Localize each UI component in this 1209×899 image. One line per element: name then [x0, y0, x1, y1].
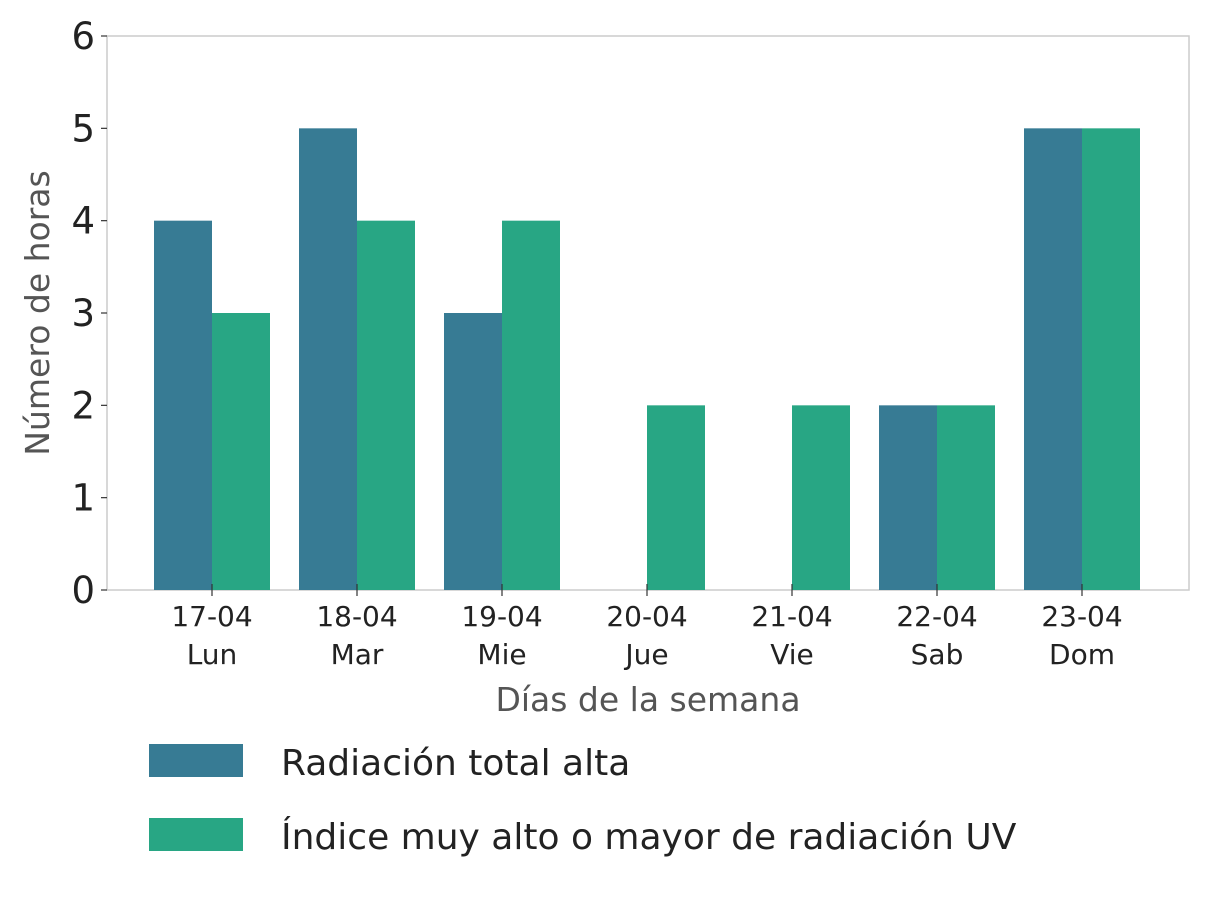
legend-label-2: Índice muy alto o mayor de radiación UV	[281, 816, 1017, 858]
y-tick-label: 0	[71, 569, 95, 612]
y-tick-label: 2	[71, 384, 95, 427]
y-tick-label: 1	[71, 477, 95, 520]
y-tick-label: 6	[71, 15, 95, 58]
bar-series-2-19-04	[502, 220, 560, 590]
bar-series-2-20-04	[647, 405, 705, 590]
bar-series-1-19-04	[444, 313, 502, 590]
x-tick-label-day: Sab	[911, 638, 964, 671]
legend-swatch-1	[149, 744, 243, 777]
x-tick-label-date: 18-04	[316, 600, 397, 633]
legend-swatch-2	[149, 818, 243, 851]
bar-series-1-18-04	[299, 128, 357, 591]
y-tick-label: 3	[71, 292, 95, 335]
x-tick-label-day: Dom	[1049, 638, 1115, 671]
legend: Radiación total alta Índice muy alto o ma…	[149, 743, 1017, 858]
x-axis-title: Días de la semana	[495, 680, 800, 719]
y-tick-label: 4	[71, 200, 95, 243]
x-tick-label-date: 19-04	[461, 600, 542, 633]
x-tick-label-date: 21-04	[751, 600, 832, 633]
x-tick-label-date: 22-04	[896, 600, 977, 633]
x-tick-label-day: Jue	[623, 638, 668, 671]
bar-series-2-21-04	[792, 405, 850, 590]
y-tick-label: 5	[71, 107, 95, 150]
bar-series-2-17-04	[212, 313, 270, 590]
bars	[154, 128, 1140, 591]
x-tick-label-date: 20-04	[606, 600, 687, 633]
legend-label-1: Radiación total alta	[281, 743, 630, 784]
y-axis-title: Número de horas	[18, 170, 57, 455]
x-axis: 17-04 Lun 18-04 Mar 19-04 Mie 20-04 Jue 21-04 Vie…	[171, 584, 1123, 671]
x-tick-label-day: Mie	[477, 638, 526, 671]
x-tick-label-day: Lun	[187, 638, 238, 671]
x-tick-label-day: Vie	[770, 638, 814, 671]
bar-series-2-22-04	[937, 405, 995, 590]
bar-series-1-22-04	[879, 405, 937, 590]
bar-series-2-18-04	[357, 220, 415, 590]
x-tick-label-date: 17-04	[171, 600, 252, 633]
x-tick-label-day: Mar	[331, 638, 384, 671]
bar-series-1-23-04	[1024, 128, 1082, 591]
bar-series-1-17-04	[154, 220, 212, 590]
bar-series-2-23-04	[1082, 128, 1140, 591]
x-tick-label-date: 23-04	[1041, 600, 1122, 633]
y-axis: 0 1 2 3 4 5 6	[71, 15, 107, 612]
